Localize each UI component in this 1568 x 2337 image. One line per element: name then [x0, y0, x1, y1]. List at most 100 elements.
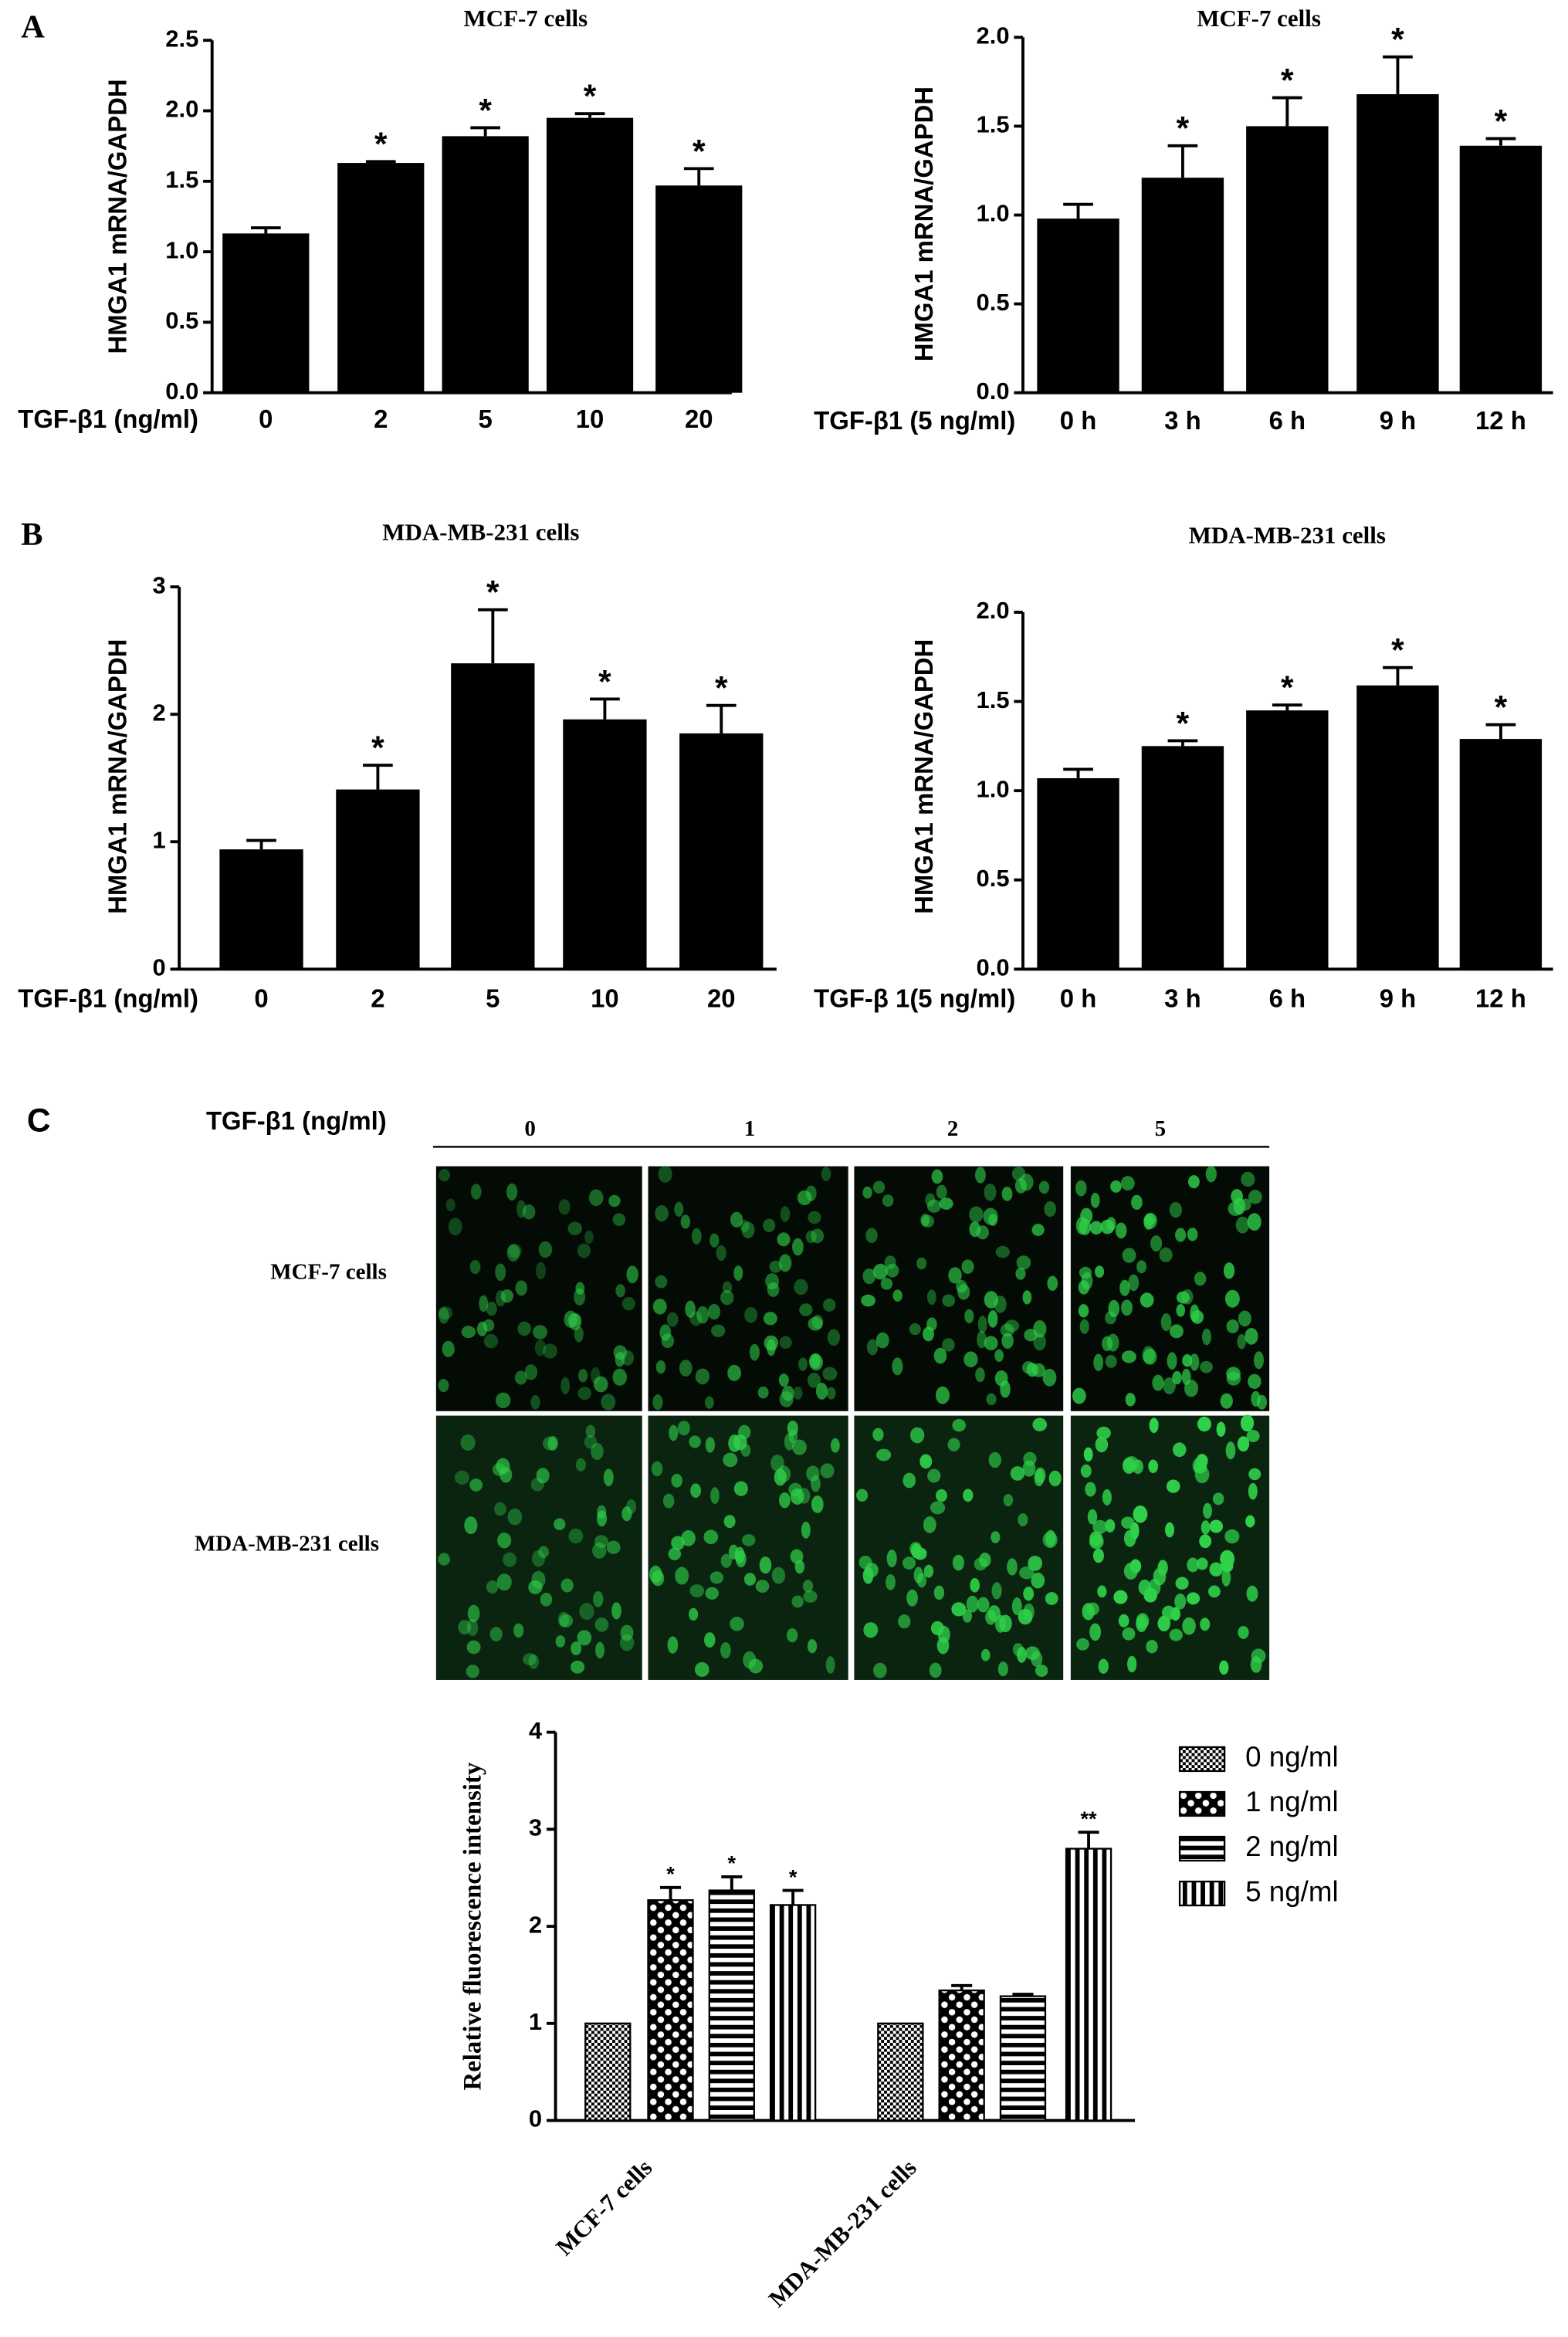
cell — [1127, 1655, 1137, 1673]
cell — [808, 1316, 823, 1331]
cell — [1003, 1494, 1014, 1507]
micrograph — [648, 1165, 848, 1411]
cell — [671, 1473, 682, 1488]
cell — [777, 1232, 791, 1247]
micrograph-header: TGF-β1 (ng/ml) — [206, 1106, 387, 1135]
cell — [822, 1298, 836, 1312]
cell — [880, 1278, 893, 1290]
cell — [1035, 1467, 1046, 1483]
cell — [486, 1302, 497, 1316]
cell — [615, 1284, 625, 1298]
cell — [438, 1306, 453, 1319]
cell — [1226, 1367, 1241, 1381]
cell — [1079, 1218, 1092, 1235]
cell — [689, 1311, 703, 1326]
cell — [723, 1452, 738, 1468]
cell — [1205, 1166, 1217, 1183]
cell — [704, 1396, 714, 1409]
cell — [448, 1218, 462, 1236]
cell — [514, 1370, 527, 1385]
significance: * — [584, 78, 597, 115]
cell — [1187, 1557, 1199, 1573]
significance: * — [1391, 632, 1404, 669]
cell — [593, 1376, 608, 1393]
cell — [535, 1262, 547, 1280]
cell — [496, 1573, 512, 1591]
cell — [540, 1592, 553, 1607]
cell — [720, 1553, 732, 1568]
bar — [877, 2022, 924, 2122]
cell — [575, 1458, 586, 1472]
cell — [1167, 1352, 1177, 1370]
cell — [1200, 1617, 1211, 1631]
cell — [1047, 1275, 1058, 1292]
column-label: 2 — [947, 1116, 959, 1141]
cell — [1122, 1627, 1136, 1641]
cell — [495, 1263, 506, 1282]
x-tick-label: 9 h — [1380, 406, 1417, 435]
cell — [994, 1349, 1004, 1362]
cell — [1113, 1590, 1128, 1604]
y-tick-label: 0.0 — [977, 953, 1010, 981]
cell — [1078, 1304, 1089, 1318]
cell — [705, 1587, 719, 1600]
cell — [579, 1603, 594, 1621]
cell — [655, 1360, 666, 1374]
cell — [741, 1534, 756, 1546]
bar — [708, 1889, 755, 2122]
cell — [454, 1470, 469, 1485]
cell — [1148, 1459, 1159, 1474]
cell — [494, 1502, 506, 1516]
panel-label: A — [21, 8, 45, 45]
cell — [1038, 1180, 1050, 1194]
cell — [778, 1373, 789, 1387]
cell — [787, 1421, 798, 1437]
cell — [669, 1424, 679, 1441]
y-tick-label: 0.5 — [977, 289, 1010, 316]
y-tick-label: 0 — [529, 2105, 542, 2132]
cell — [1095, 1436, 1109, 1453]
cell — [919, 1454, 933, 1469]
cell — [991, 1582, 1002, 1600]
cell — [974, 1167, 986, 1184]
bar — [1037, 777, 1119, 970]
chart-title: MDA-MB-231 cells — [382, 519, 579, 546]
cell — [596, 1510, 608, 1527]
cell — [626, 1265, 638, 1284]
cell — [811, 1228, 825, 1244]
cell — [1248, 1468, 1262, 1481]
cell — [533, 1325, 547, 1340]
cell — [1224, 1529, 1240, 1544]
cell — [923, 1516, 936, 1533]
cell — [1224, 1289, 1240, 1308]
cell — [1079, 1266, 1092, 1279]
x-tick-label: 3 h — [1164, 406, 1201, 435]
cell — [1007, 1558, 1018, 1576]
cell — [964, 1309, 974, 1323]
cell — [744, 1306, 758, 1323]
cell — [1001, 1187, 1013, 1201]
cell — [930, 1501, 946, 1515]
cell — [1200, 1360, 1213, 1373]
cell — [794, 1560, 805, 1574]
cell — [984, 1336, 998, 1351]
cell — [1075, 1180, 1087, 1197]
cell — [1120, 1176, 1135, 1191]
cell — [1221, 1568, 1231, 1587]
cell — [1196, 1557, 1208, 1570]
cell — [730, 1211, 743, 1228]
cell — [793, 1386, 803, 1400]
cell — [1123, 1562, 1138, 1580]
x-tick-label: 10 — [576, 405, 605, 433]
cell — [1001, 1333, 1014, 1349]
cell — [743, 1573, 757, 1586]
cell — [921, 1214, 935, 1228]
cell — [1143, 1587, 1157, 1603]
cell — [984, 1183, 997, 1201]
cell — [709, 1233, 720, 1248]
cell — [710, 1487, 720, 1505]
cell — [913, 1547, 927, 1560]
cell — [675, 1566, 689, 1585]
